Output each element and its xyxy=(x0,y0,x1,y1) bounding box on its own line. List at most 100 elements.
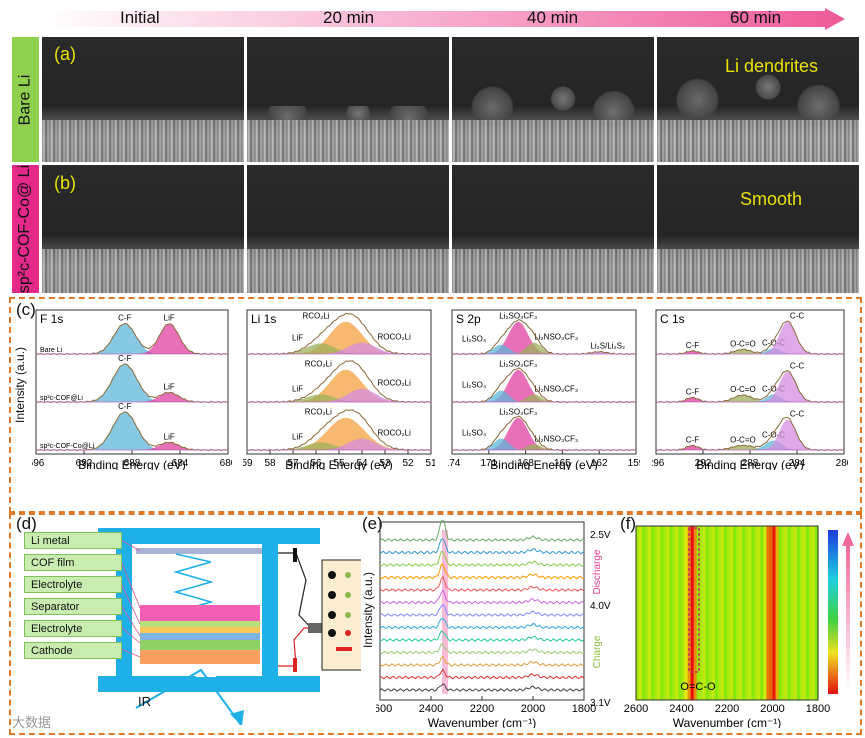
time-label-40: 40 min xyxy=(527,8,579,27)
peak-label: Li₂NSO₃CF₃ xyxy=(534,333,578,342)
heatmap-cell xyxy=(742,526,746,700)
tick-label: 165 xyxy=(554,458,571,469)
frame xyxy=(379,521,585,701)
layer-li-metal: Li metal xyxy=(24,532,122,549)
peak-label: Li₂SO₄ xyxy=(462,335,486,344)
peak-label: Li₂SO₃CF₃ xyxy=(499,408,537,417)
peak-fill xyxy=(656,445,844,450)
xps-f1s: F 1s 696 692 688 684 680 C-F LiF Bare Li C-F LiF sp… xyxy=(32,309,232,470)
heatmap-cell xyxy=(811,526,816,700)
charge-label: Charge xyxy=(592,635,603,668)
heatmap-cell xyxy=(805,526,810,700)
tick-label: 2200 xyxy=(715,703,739,715)
peak-fill xyxy=(36,392,228,402)
cell-schematic xyxy=(98,528,361,725)
peak-label: RCO₂Li xyxy=(302,312,329,321)
heatmap-cell xyxy=(787,526,792,700)
photo-a-40 xyxy=(452,37,654,162)
time-arrow-vertical xyxy=(842,532,854,692)
heatmap-cell xyxy=(730,526,734,700)
xlabel: Binding Energy (eV) xyxy=(490,458,597,470)
heatmap-cell xyxy=(666,526,670,700)
heatmap-cell xyxy=(654,526,658,700)
peak-fill xyxy=(656,351,844,354)
heatmap-cell xyxy=(669,526,673,700)
peak-fill xyxy=(452,438,636,450)
xlabel: Binding Energy (eV) xyxy=(696,458,803,470)
spectrum-line xyxy=(379,520,585,542)
tick-label: 171 xyxy=(480,458,497,469)
heatmap-cell xyxy=(681,526,686,700)
peak-label: Li₂SO₄ xyxy=(462,429,486,438)
heatmap-cell xyxy=(778,526,783,700)
heatmap-cell xyxy=(639,526,643,700)
spectrum-line xyxy=(379,643,585,655)
photo-b-40 xyxy=(452,165,654,293)
spectrum-line xyxy=(379,668,585,680)
peak-fill xyxy=(247,342,431,354)
heatmap-cell xyxy=(672,526,677,700)
peak-fill xyxy=(247,369,431,402)
heatmap-cell xyxy=(736,526,740,700)
spectrum-line xyxy=(379,563,585,580)
peak-fill xyxy=(656,445,844,450)
tick-label: 692 xyxy=(76,458,93,469)
spectrum-line xyxy=(380,589,585,605)
spectrum-line xyxy=(379,575,585,592)
peak-label: ROCO₂Li xyxy=(378,379,412,388)
heatmap-cell xyxy=(739,526,743,700)
heatmap-cell xyxy=(723,526,728,700)
sample-label: Bare Li xyxy=(40,347,63,354)
heatmap-cell xyxy=(651,526,655,700)
peak-label: C-C xyxy=(790,362,804,371)
peak-label: LiF xyxy=(164,432,175,441)
heatmap-cell xyxy=(720,526,725,700)
panel-title: C 1s xyxy=(660,312,685,326)
heatmap-cell xyxy=(775,526,780,700)
peak-fill xyxy=(452,351,636,354)
xps-li1s: Li 1s 59 58 57 56 55 54 53 52 51 RCO₂Li LiF ROCO₂Li R… xyxy=(243,309,435,470)
panel-c-label: (c) xyxy=(16,300,36,319)
heatmap-cell xyxy=(657,526,661,700)
xps-s2p: S 2p 174 171 168 165 162 159 Li₂SO₃CF₃ Li₂SO₄ Li₂… xyxy=(448,309,640,470)
xlabel: Binding Energy (eV) xyxy=(78,458,185,470)
tick-label: 280 xyxy=(836,458,848,469)
spectrum-line xyxy=(379,683,585,692)
sample-label: sp²c-COF@Li xyxy=(40,395,83,402)
panel-e-label: (e) xyxy=(362,514,383,533)
tick-label: 59 xyxy=(243,458,253,469)
tick-label: 1800 xyxy=(572,703,596,715)
peak-label: C-F xyxy=(686,341,699,350)
heatmap-cell xyxy=(702,526,707,700)
tick-label: 162 xyxy=(591,458,608,469)
heatmap-cell xyxy=(784,526,789,700)
peak-fill xyxy=(247,321,431,354)
peak-label: Li₂NSO₃CF₃ xyxy=(534,434,578,443)
co2-annotation: O=C-O xyxy=(680,681,716,693)
photo-b-60 xyxy=(657,165,859,293)
peak-label: O-C=O xyxy=(730,385,756,394)
peak-label: Li₂S/Li₂S₂ xyxy=(590,342,625,351)
frame xyxy=(451,309,637,455)
tick-label: 57 xyxy=(287,458,299,469)
peak-label: LiF xyxy=(164,314,175,323)
heatmap-cell xyxy=(693,526,698,700)
peak-fill xyxy=(452,342,636,354)
peak-label: C-O-C xyxy=(762,384,785,393)
heatmap-cell xyxy=(766,526,771,700)
panel-f-label: (f) xyxy=(620,514,637,533)
photo-a-60 xyxy=(657,37,859,162)
peak-fill xyxy=(452,344,636,354)
heatmap-cell xyxy=(802,526,807,700)
heatmap-cell xyxy=(757,526,761,700)
peak-label: C-F xyxy=(686,435,699,444)
tick-label: 159 xyxy=(628,458,640,469)
peak-label: C-O-C xyxy=(762,338,785,347)
heatmap-cell xyxy=(751,526,755,700)
tick-label: 680 xyxy=(220,458,232,469)
peak-label: C-F xyxy=(118,402,131,411)
xlabel: Wavenumber (cm⁻¹) xyxy=(428,716,537,728)
highlight-box xyxy=(688,527,700,673)
peak-label: O-C=O xyxy=(730,435,756,444)
spectrum-line xyxy=(379,630,585,642)
